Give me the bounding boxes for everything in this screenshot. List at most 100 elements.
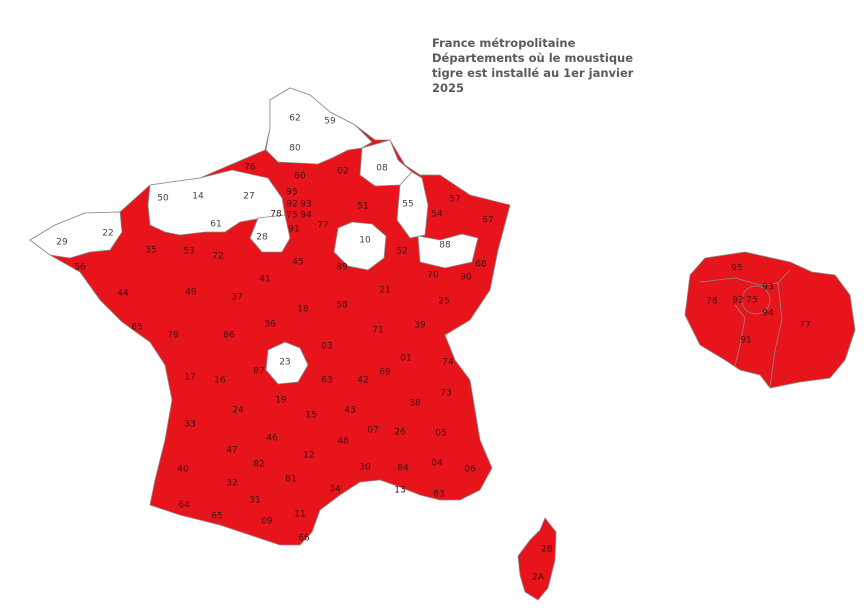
dept-label-84: 84	[397, 464, 409, 474]
dept-label-27: 27	[243, 192, 254, 202]
dept-label-36: 36	[264, 320, 276, 330]
dept-label-28: 28	[256, 233, 268, 243]
dept-label-2B: 2B	[541, 545, 553, 555]
dept-label-65: 65	[211, 512, 222, 522]
dept-label-29: 29	[56, 238, 68, 248]
dept-label-32: 32	[226, 479, 237, 489]
dept-label-40: 40	[177, 465, 189, 475]
title-line-2: Départements où le moustique tigre est i…	[432, 51, 634, 95]
dept-label-74: 74	[442, 358, 454, 368]
dept-label-76: 76	[244, 163, 256, 173]
dept-label-90: 90	[460, 273, 472, 283]
dept-label-34: 34	[329, 485, 341, 495]
dept-label-01: 01	[400, 354, 411, 364]
dept-label-05: 05	[435, 429, 446, 439]
dept-label-04: 04	[431, 459, 443, 469]
dept-label-82: 82	[253, 460, 264, 470]
dept-label-78: 78	[270, 210, 282, 220]
dept-label-48: 48	[337, 437, 349, 447]
idf-label-78: 78	[706, 297, 718, 307]
dept-label-15: 15	[305, 411, 316, 421]
dept-label-93: 93	[300, 200, 311, 210]
dept-label-69: 69	[379, 368, 391, 378]
idf-label-91: 91	[740, 336, 751, 346]
dept-label-23: 23	[279, 358, 290, 368]
dept-label-13: 13	[394, 486, 405, 496]
corsica	[517, 517, 557, 601]
dept-label-33: 33	[184, 420, 195, 430]
dept-label-66: 66	[298, 534, 310, 544]
departments-not-installed	[29, 87, 479, 385]
dept-label-31: 31	[249, 496, 260, 506]
dept-88-white	[417, 233, 479, 269]
dept-label-75: 75	[286, 211, 297, 221]
dept-label-02: 02	[337, 167, 348, 177]
dept-label-89: 89	[336, 263, 348, 273]
dept-label-08: 08	[376, 164, 388, 174]
idf-label-93: 93	[762, 283, 773, 293]
dept-label-11: 11	[294, 510, 305, 520]
dept-label-06: 06	[464, 465, 476, 475]
dept-label-07: 07	[367, 426, 378, 436]
dept-label-62: 62	[289, 114, 300, 124]
dept-label-53: 53	[183, 247, 194, 257]
dept-label-25: 25	[438, 297, 449, 307]
dept-label-14: 14	[192, 192, 204, 202]
dept-label-64: 64	[178, 501, 190, 511]
dept-label-55: 55	[402, 200, 413, 210]
dept-label-60: 60	[294, 172, 306, 182]
dept-label-67: 67	[482, 216, 493, 226]
dept-label-42: 42	[357, 376, 368, 386]
normandy-white	[147, 169, 286, 236]
dept-label-35: 35	[145, 246, 156, 256]
dept-label-21: 21	[379, 286, 390, 296]
idf-label-95: 95	[731, 264, 742, 274]
dept-label-41: 41	[259, 275, 270, 285]
dept-label-39: 39	[414, 321, 426, 331]
dept-label-87: 87	[253, 367, 264, 377]
dept-label-81: 81	[285, 475, 296, 485]
dept-label-77: 77	[317, 221, 328, 231]
dept-label-59: 59	[324, 117, 336, 127]
dept-label-57: 57	[449, 195, 460, 205]
dept-label-16: 16	[214, 376, 226, 386]
dept-label-49: 49	[185, 288, 197, 298]
dept-label-73: 73	[440, 389, 451, 399]
idf-borders	[699, 269, 791, 389]
dept-label-43: 43	[344, 406, 355, 416]
map-title: France métropolitaine Départements où le…	[432, 36, 652, 96]
dept-label-52: 52	[396, 247, 407, 257]
dept-label-38: 38	[409, 399, 421, 409]
dept-label-2A: 2A	[532, 573, 545, 583]
dept-label-12: 12	[303, 451, 314, 461]
department-labels: 62 59 80 08 55 50 14 27 61 28 10 88 29 22 23 76 60 02 51 57…	[56, 114, 810, 583]
france-mainland	[29, 87, 511, 546]
idf-label-94: 94	[762, 309, 774, 319]
dept-label-83: 83	[433, 490, 444, 500]
title-line-1: France métropolitaine	[432, 36, 576, 50]
dept-label-26: 26	[394, 428, 406, 438]
dept-55-white	[396, 171, 429, 239]
dept-label-17: 17	[184, 373, 195, 383]
dept-label-91: 91	[288, 225, 299, 235]
dept-label-22: 22	[102, 229, 113, 239]
dept-label-80: 80	[289, 144, 301, 154]
brittany-north-white	[29, 211, 123, 259]
dept-label-85: 85	[131, 323, 142, 333]
dept-label-09: 09	[261, 517, 273, 527]
dept-label-51: 51	[357, 202, 368, 212]
dept-label-92: 92	[286, 200, 297, 210]
dept-label-63: 63	[321, 376, 332, 386]
idf-label-92: 92	[732, 296, 743, 306]
ile-de-france-inset	[684, 251, 856, 389]
dept-label-18: 18	[297, 305, 309, 315]
dept-label-24: 24	[232, 406, 244, 416]
dept-label-45: 45	[292, 258, 303, 268]
dept-label-58: 58	[336, 301, 348, 311]
idf-label-77: 77	[799, 321, 810, 331]
dept-label-37: 37	[231, 293, 242, 303]
dept-label-10: 10	[359, 236, 371, 246]
dept-10-white	[333, 221, 387, 271]
dept-label-56: 56	[74, 263, 86, 273]
